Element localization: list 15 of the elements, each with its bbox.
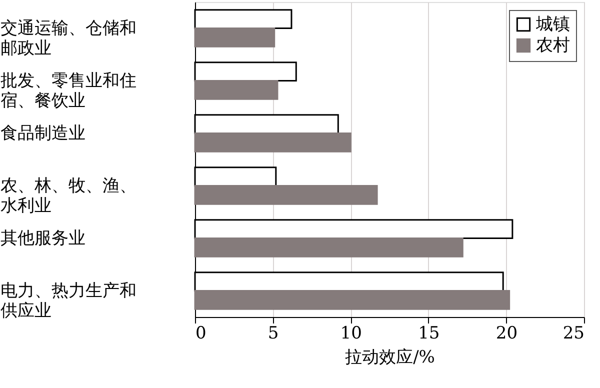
y-tick-label: 农、林、牧、渔、水利业 bbox=[0, 176, 136, 216]
y-tick-label: 交通运输、仓储和邮政业 bbox=[0, 18, 136, 58]
x-tick-label: 20 bbox=[496, 324, 518, 344]
y-tick-label: 其他服务业 bbox=[0, 228, 86, 248]
x-tick-label: 10 bbox=[340, 324, 362, 344]
x-tick-label: 25 bbox=[562, 324, 584, 344]
legend-label: 农村 bbox=[536, 36, 570, 56]
y-tick-label: 食品制造业 bbox=[0, 123, 86, 144]
legend-label: 城镇 bbox=[535, 14, 570, 34]
y-tick-label: 电力、热力生产和供应业 bbox=[0, 280, 136, 321]
y-tick-label: 批发、零售业和住宿、餐饮业 bbox=[0, 70, 136, 111]
x-tick-label: 15 bbox=[418, 324, 440, 344]
x-tick-label: 5 bbox=[268, 324, 279, 344]
x-tick-label: 0 bbox=[196, 324, 206, 344]
x-axis-title: 拉动效应/% bbox=[345, 348, 435, 368]
